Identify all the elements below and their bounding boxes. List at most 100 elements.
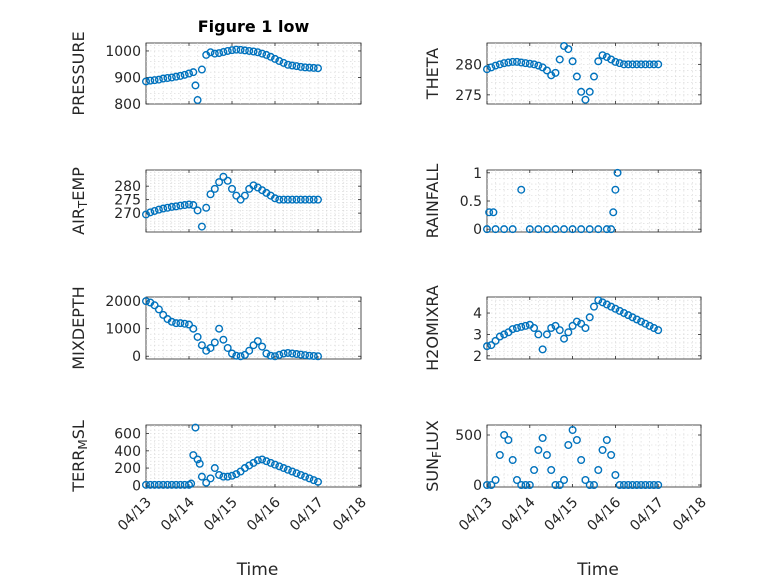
data-point (521, 321, 530, 330)
data-point (180, 70, 189, 79)
data-point (483, 225, 492, 234)
data-point (649, 60, 658, 69)
data-point (645, 481, 654, 490)
data-point (495, 332, 504, 341)
data-point (512, 324, 521, 333)
data-point (628, 60, 637, 69)
y-tick-label: 275 (455, 88, 482, 104)
y-tick-label: 200 (114, 461, 141, 477)
data-point (602, 436, 611, 445)
data-point (184, 69, 193, 78)
chart-title: Figure 1 low (198, 17, 310, 36)
subplot-4: 0 0.5 1 RAINFALL (423, 164, 702, 239)
data-point (619, 481, 628, 490)
data-point (206, 48, 215, 57)
data-point (279, 464, 288, 473)
data-point (641, 60, 650, 69)
data-point (512, 476, 521, 485)
data-point (275, 462, 284, 471)
data-point (258, 455, 267, 464)
y-axis-label-part: SUN (423, 458, 442, 492)
y-tick-label: 280 (114, 179, 141, 195)
data-point (487, 481, 496, 490)
data-point (176, 480, 185, 489)
data-point (508, 325, 517, 334)
data-point (615, 481, 624, 490)
data-point (240, 46, 249, 55)
data-point (223, 343, 232, 352)
data-point (309, 195, 318, 204)
data-point (598, 51, 607, 60)
x-tick-label: 04/13 (115, 495, 155, 535)
data-point (275, 195, 284, 204)
data-point (611, 304, 620, 313)
y-axis-label: H2OMIXRA (423, 285, 442, 371)
data-point (292, 350, 301, 359)
data-point (159, 204, 168, 213)
data-point (500, 59, 509, 68)
data-point (195, 459, 204, 468)
data-point (279, 349, 288, 358)
x-tick-label: 04/13 (456, 495, 496, 535)
data-point (547, 324, 556, 333)
data-point (564, 441, 573, 450)
data-point (517, 481, 526, 490)
data-point (525, 481, 534, 490)
data-point (534, 330, 543, 339)
data-point (215, 178, 224, 187)
data-point (594, 225, 603, 234)
data-point (538, 434, 547, 443)
data-point (607, 225, 616, 234)
data-point (581, 324, 590, 333)
data-point (163, 74, 172, 83)
data-point (491, 61, 500, 70)
data-point (572, 72, 581, 81)
data-point (189, 201, 198, 210)
y-tick-label: 800 (114, 97, 141, 113)
y-tick-label: 2 (473, 349, 482, 365)
data-point (607, 451, 616, 460)
data-point (210, 464, 219, 473)
data-point (637, 481, 646, 490)
data-point (275, 57, 284, 66)
data-point (187, 479, 196, 488)
x-tick-label: 04/15 (542, 495, 582, 535)
data-point (504, 58, 513, 67)
y-tick-label: 0 (132, 349, 141, 365)
data-point (534, 225, 543, 234)
y-axis-label: PRESSURE (69, 31, 88, 115)
data-point (525, 59, 534, 68)
axes-box (486, 169, 702, 233)
data-point (249, 47, 258, 56)
data-point (555, 481, 564, 490)
y-tick-label: 900 (114, 70, 141, 86)
data-point (607, 55, 616, 64)
data-point (568, 426, 577, 435)
data-point (288, 349, 297, 358)
data-point (245, 46, 254, 55)
data-point (581, 476, 590, 485)
data-point (547, 466, 556, 475)
data-point (572, 436, 581, 445)
data-point (530, 60, 539, 69)
data-point (210, 49, 219, 58)
data-point (193, 455, 202, 464)
data-point (141, 210, 150, 219)
data-point (176, 201, 185, 210)
y-tick-label: 0 (473, 478, 482, 494)
data-point (159, 480, 168, 489)
data-point (296, 350, 305, 359)
y-axis-label: RAINFALL (423, 164, 442, 239)
data-point (572, 317, 581, 326)
data-point (236, 195, 245, 204)
data-point (271, 352, 280, 361)
data-point (301, 472, 310, 481)
data-point (585, 225, 594, 234)
data-point (223, 472, 232, 481)
data-point (141, 297, 150, 306)
data-point (637, 317, 646, 326)
data-point (534, 61, 543, 70)
data-point (530, 466, 539, 475)
data-point (555, 55, 564, 64)
